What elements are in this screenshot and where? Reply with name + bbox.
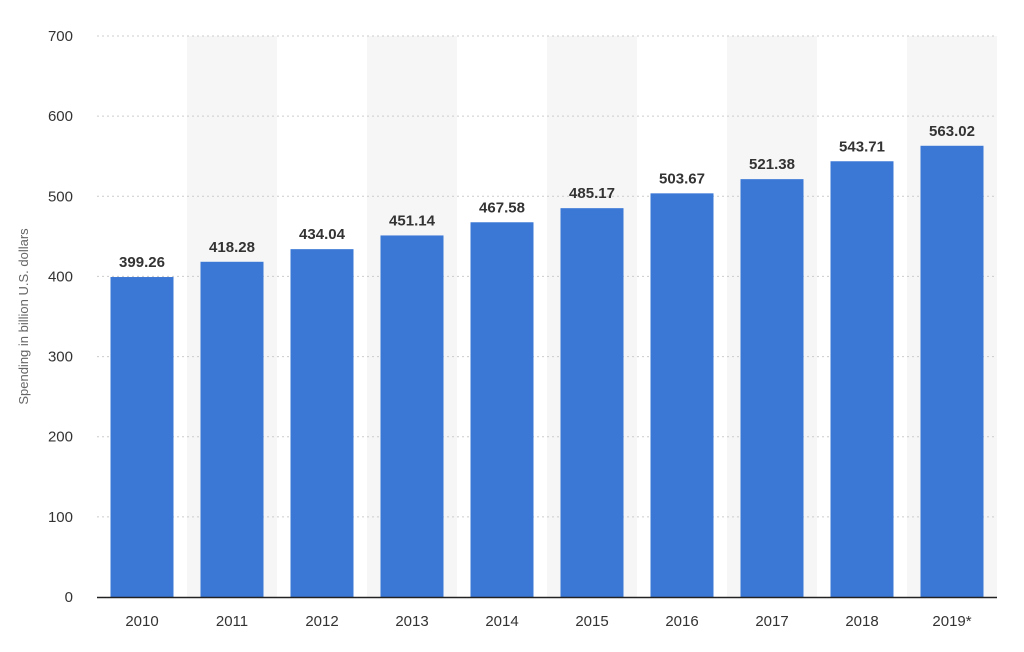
x-tick-label: 2014 xyxy=(485,613,518,630)
y-tick-label: 700 xyxy=(48,28,73,45)
data-label: 563.02 xyxy=(929,123,975,140)
x-tick-label: 2017 xyxy=(755,613,788,630)
x-tick-label: 2013 xyxy=(395,613,428,630)
bar-2014 xyxy=(470,222,534,597)
bar-2017 xyxy=(740,179,804,597)
y-tick-label: 600 xyxy=(48,108,73,125)
data-label: 521.38 xyxy=(749,156,795,173)
y-axis-ticks: 0 100 200 300 400 500 600 700 xyxy=(48,28,73,606)
bar-2015 xyxy=(560,208,624,597)
data-label: 543.71 xyxy=(839,138,885,155)
y-axis-label: Spending in billion U.S. dollars xyxy=(16,228,31,405)
x-tick-label: 2010 xyxy=(125,613,158,630)
y-tick-label: 0 xyxy=(65,589,73,606)
data-labels: 399.26 418.28 434.04 451.14 467.58 485.17 503.… xyxy=(119,123,975,271)
bar-2012 xyxy=(290,249,354,597)
y-tick-label: 500 xyxy=(48,188,73,205)
x-tick-label: 2015 xyxy=(575,613,608,630)
data-label: 451.14 xyxy=(389,212,436,229)
x-tick-label: 2019* xyxy=(932,613,971,630)
bar-2010 xyxy=(110,277,174,597)
x-tick-label: 2012 xyxy=(305,613,338,630)
y-tick-label: 100 xyxy=(48,509,73,526)
x-tick-label: 2016 xyxy=(665,613,698,630)
bar-2019 xyxy=(920,145,984,598)
data-label: 399.26 xyxy=(119,254,165,271)
data-label: 434.04 xyxy=(299,226,346,243)
x-tick-label: 2011 xyxy=(216,613,248,630)
data-label: 485.17 xyxy=(569,185,615,202)
x-tick-label: 2018 xyxy=(845,613,878,630)
y-tick-label: 400 xyxy=(48,268,73,285)
bar-2016 xyxy=(650,193,714,597)
data-label: 467.58 xyxy=(479,199,525,216)
bar-2018 xyxy=(830,161,894,598)
bar-2013 xyxy=(380,235,444,597)
y-tick-label: 300 xyxy=(48,349,73,366)
data-label: 503.67 xyxy=(659,170,705,187)
bars xyxy=(110,145,984,598)
x-axis-ticks: 2010 2011 2012 2013 2014 2015 2016 2017 2018 2019… xyxy=(125,613,971,630)
data-label: 418.28 xyxy=(209,239,255,256)
bar-2011 xyxy=(200,261,264,597)
y-tick-label: 200 xyxy=(48,429,73,446)
